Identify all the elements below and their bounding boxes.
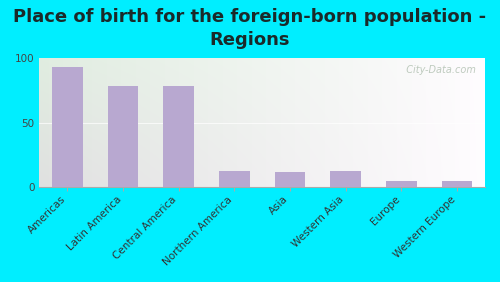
- Text: City-Data.com: City-Data.com: [400, 65, 476, 75]
- Text: Place of birth for the foreign-born population -
Regions: Place of birth for the foreign-born popu…: [14, 8, 486, 49]
- Bar: [219, 171, 250, 187]
- Bar: [164, 85, 194, 187]
- Bar: [52, 67, 82, 187]
- Bar: [330, 171, 361, 187]
- Bar: [275, 172, 306, 187]
- Bar: [108, 85, 138, 187]
- Bar: [386, 181, 417, 187]
- Bar: [442, 181, 472, 187]
